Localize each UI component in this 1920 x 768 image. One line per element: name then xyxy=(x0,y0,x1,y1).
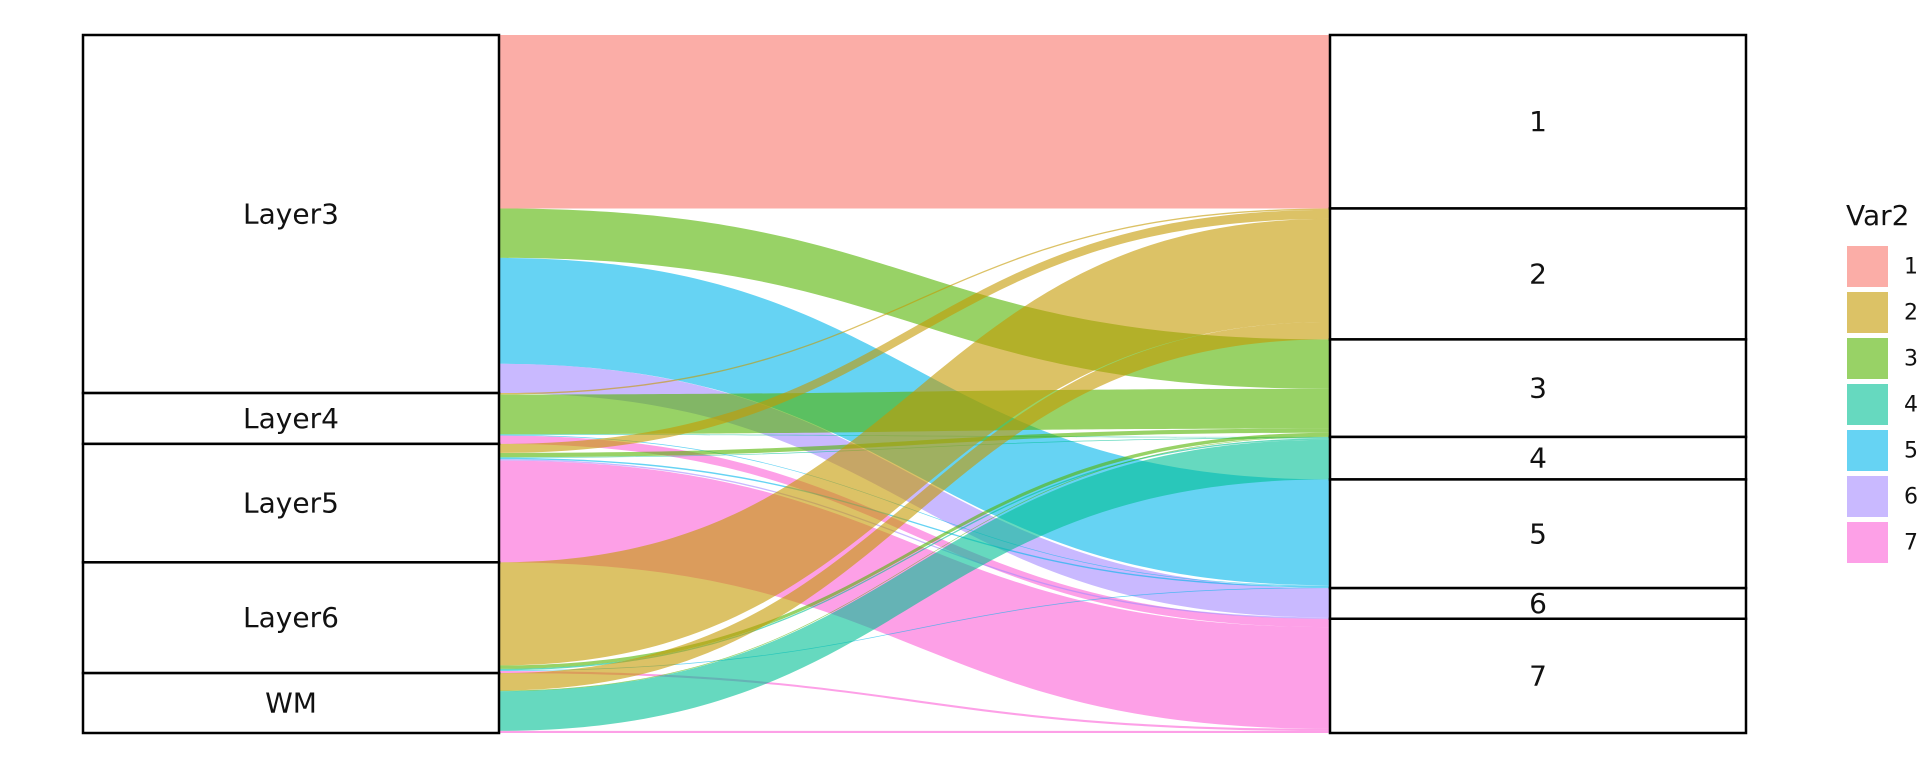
left-stratum-label: Layer6 xyxy=(243,601,339,634)
legend: Var2 1 2 3 4 5 6 7 xyxy=(1846,199,1918,563)
flow-wm-to-4 xyxy=(499,439,1330,731)
flow-wm-to-2 xyxy=(499,322,1330,691)
right-stratum-7 xyxy=(1328,617,1748,735)
legend-label-4: 4 xyxy=(1904,393,1918,418)
legend-title: Var2 xyxy=(1846,199,1909,232)
legend-key-1 xyxy=(1847,246,1888,287)
left-stratum-layer6 xyxy=(81,561,501,675)
flow-layer4-to-7 xyxy=(499,435,1330,628)
left-stratum-layer4 xyxy=(81,391,501,446)
left-stratum-wm xyxy=(81,671,501,735)
flow-wm-to-3 xyxy=(499,436,1330,692)
legend-key-3 xyxy=(1847,338,1888,379)
legend-key-6 xyxy=(1847,476,1888,517)
flow-layer xyxy=(499,35,1330,733)
right-stratum-label: 4 xyxy=(1529,442,1547,475)
left-stratum-label: Layer3 xyxy=(243,198,339,231)
legend-label-6: 6 xyxy=(1904,485,1918,510)
right-stratum-label: 2 xyxy=(1529,257,1547,290)
right-stratum-label: 1 xyxy=(1529,105,1547,138)
right-stratum-label: 5 xyxy=(1529,517,1547,550)
left-stratum-layer5 xyxy=(81,442,501,564)
legend-label-1: 1 xyxy=(1904,255,1918,280)
legend-key-2 xyxy=(1847,292,1888,333)
left-axis-strata: Layer3 Layer4 Layer5 Layer6 WM xyxy=(81,33,501,735)
right-axis-strata: 1 2 3 4 5 6 7 xyxy=(1328,33,1748,735)
flow-layer4-to-2 xyxy=(499,208,1330,395)
legend-label-3: 3 xyxy=(1904,347,1918,372)
flow-layer6-to-7 xyxy=(499,671,1330,731)
right-stratum-label: 7 xyxy=(1529,659,1547,692)
right-stratum-5 xyxy=(1328,478,1748,590)
right-stratum-3 xyxy=(1328,338,1748,439)
flow-layer6-to-4 xyxy=(499,438,1330,671)
legend-key-5 xyxy=(1847,430,1888,471)
legend-key-7 xyxy=(1847,522,1888,563)
flow-layer5-to-5 xyxy=(499,457,1330,588)
flow-wm-to-7 xyxy=(499,730,1330,733)
legend-label-5: 5 xyxy=(1904,439,1918,464)
flow-layer5-to-2 xyxy=(499,209,1330,453)
right-stratum-2 xyxy=(1328,207,1748,341)
right-stratum-label: 3 xyxy=(1529,372,1547,405)
left-stratum-label: WM xyxy=(265,687,317,720)
legend-label-2: 2 xyxy=(1904,301,1918,326)
flow-layer3-to-1 xyxy=(499,35,1330,209)
legend-key-4 xyxy=(1847,384,1888,425)
flow-layer6-to-5 xyxy=(499,587,1330,672)
left-stratum-label: Layer4 xyxy=(243,402,339,435)
left-stratum-label: Layer5 xyxy=(243,487,339,520)
flow-layer6-to-2 xyxy=(499,218,1330,666)
legend-label-7: 7 xyxy=(1904,531,1918,556)
right-stratum-4 xyxy=(1328,435,1748,481)
flow-layer6-to-3 xyxy=(499,432,1330,669)
flow-layer5-to-6 xyxy=(499,459,1330,619)
right-stratum-label: 6 xyxy=(1529,587,1547,620)
left-stratum-layer3 xyxy=(81,33,501,395)
